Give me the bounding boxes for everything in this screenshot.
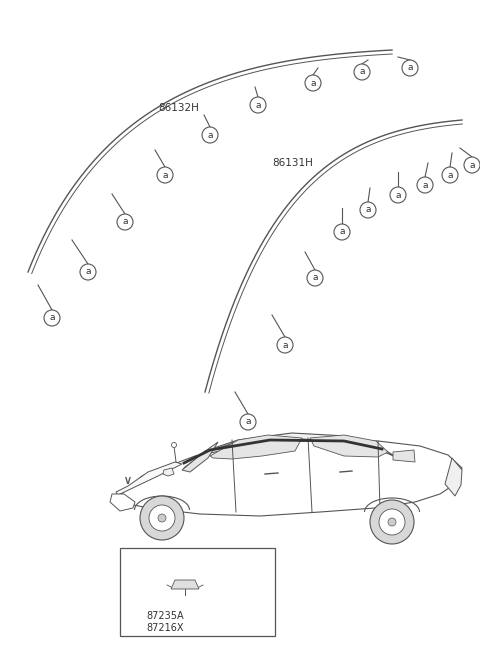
Polygon shape — [182, 442, 218, 472]
Circle shape — [360, 202, 376, 218]
Circle shape — [402, 60, 418, 76]
Text: a: a — [422, 181, 428, 189]
Circle shape — [126, 616, 140, 630]
Circle shape — [157, 167, 173, 183]
Circle shape — [305, 75, 321, 91]
Circle shape — [390, 187, 406, 203]
Circle shape — [171, 443, 177, 447]
Text: a: a — [85, 267, 91, 276]
Text: a: a — [122, 217, 128, 227]
Circle shape — [388, 518, 396, 526]
Circle shape — [464, 157, 480, 173]
Circle shape — [442, 167, 458, 183]
Polygon shape — [445, 458, 462, 496]
Text: V: V — [125, 477, 131, 487]
Text: a: a — [282, 341, 288, 350]
Text: 86132H: 86132H — [158, 103, 199, 113]
Text: a: a — [395, 191, 401, 200]
Text: a: a — [207, 130, 213, 140]
Polygon shape — [310, 435, 388, 457]
Text: a: a — [49, 314, 55, 322]
Circle shape — [158, 514, 166, 522]
Circle shape — [149, 505, 175, 531]
Polygon shape — [183, 433, 398, 470]
Circle shape — [140, 496, 184, 540]
Text: a: a — [359, 67, 365, 77]
Circle shape — [240, 414, 256, 430]
Circle shape — [379, 509, 405, 535]
Text: a: a — [245, 417, 251, 426]
Text: a: a — [255, 100, 261, 109]
Text: a: a — [339, 227, 345, 236]
Polygon shape — [393, 450, 415, 462]
Polygon shape — [112, 440, 462, 516]
Circle shape — [334, 224, 350, 240]
Circle shape — [277, 337, 293, 353]
Text: a: a — [310, 79, 316, 88]
Polygon shape — [163, 468, 174, 476]
Text: a: a — [131, 618, 135, 627]
Circle shape — [117, 214, 133, 230]
Text: 87216X: 87216X — [146, 623, 183, 633]
Polygon shape — [171, 580, 199, 589]
Text: a: a — [469, 160, 475, 170]
Polygon shape — [116, 462, 182, 495]
Text: a: a — [312, 274, 318, 282]
Circle shape — [44, 310, 60, 326]
Bar — [120, 548, 275, 636]
Circle shape — [354, 64, 370, 80]
Polygon shape — [110, 494, 135, 511]
Circle shape — [80, 264, 96, 280]
Text: a: a — [365, 206, 371, 214]
Circle shape — [250, 97, 266, 113]
Text: 87235A: 87235A — [146, 611, 184, 621]
Circle shape — [202, 127, 218, 143]
Text: a: a — [447, 170, 453, 179]
Circle shape — [370, 500, 414, 544]
Text: a: a — [162, 170, 168, 179]
Circle shape — [307, 270, 323, 286]
Text: 86131H: 86131H — [272, 158, 313, 168]
Circle shape — [417, 177, 433, 193]
Text: a: a — [407, 64, 413, 73]
Polygon shape — [210, 435, 302, 459]
